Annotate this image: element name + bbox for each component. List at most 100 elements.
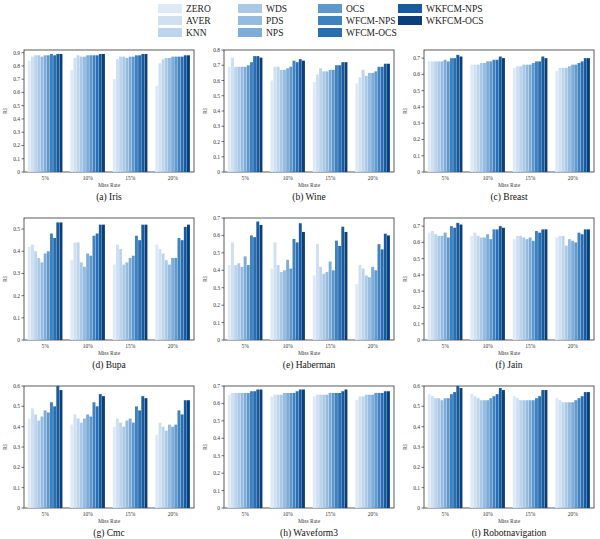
y-tick: [22, 467, 25, 468]
bar: [273, 242, 276, 340]
legend-label: NPS: [266, 28, 283, 38]
bar: [37, 258, 40, 340]
y-tick-label: 0.2: [213, 139, 220, 145]
bar: [387, 391, 390, 508]
bar: [440, 400, 443, 508]
y-tick-label: 0.3: [413, 444, 420, 450]
bar: [545, 58, 548, 172]
bar: [319, 395, 322, 508]
y-tick-label: 0.6: [413, 239, 420, 245]
y-tick: [222, 305, 225, 306]
bar: [31, 408, 34, 508]
bar: [538, 233, 541, 340]
legend-label: WFCM-NPS: [346, 16, 396, 26]
y-tick: [22, 105, 25, 106]
x-axis-label: Miss Rate: [298, 182, 321, 188]
bar: [37, 421, 40, 508]
bar: [322, 71, 325, 172]
bar: [102, 54, 105, 172]
bar: [338, 65, 341, 172]
bar: [519, 236, 522, 340]
legend-swatch: [158, 16, 182, 25]
bar: [145, 54, 148, 172]
bar: [283, 70, 286, 172]
bar: [313, 276, 316, 340]
y-tick: [22, 295, 25, 296]
y-tick-label: 0.4: [13, 424, 20, 430]
bar: [493, 60, 496, 172]
y-tick: [422, 307, 425, 308]
bar: [47, 412, 50, 508]
x-tick-label: 10%: [83, 343, 94, 349]
bar: [325, 272, 328, 340]
plot-frame: [424, 386, 594, 508]
bar: [450, 226, 453, 340]
bar: [277, 265, 280, 340]
y-tick: [422, 447, 425, 448]
bar: [513, 239, 516, 340]
y-tick-label: 0: [417, 169, 420, 175]
legend-swatch: [158, 4, 182, 13]
bar: [299, 59, 302, 172]
bar: [286, 68, 289, 172]
x-tick-label: 15%: [325, 511, 336, 517]
y-tick: [222, 80, 225, 81]
bar: [431, 61, 434, 172]
bar: [562, 68, 565, 172]
bar: [450, 58, 453, 172]
panel: 00.10.20.30.40.5RI5%10%15%20%Miss Rate(d…: [2, 218, 194, 371]
y-axis-label: RI: [2, 276, 8, 282]
bar: [280, 395, 283, 508]
bar: [434, 234, 437, 340]
bar: [387, 64, 390, 172]
bar: [240, 393, 243, 508]
bar: [174, 258, 177, 340]
bar: [529, 400, 532, 508]
y-tick-label: 0.6: [213, 232, 220, 238]
bar: [444, 233, 447, 340]
bars: [228, 221, 390, 340]
bar: [256, 389, 259, 508]
bar: [473, 233, 476, 340]
y-tick: [422, 406, 425, 407]
bar: [480, 63, 483, 172]
legend-label: PDS: [266, 16, 283, 26]
bar: [578, 398, 581, 508]
legend-label: WDS: [266, 4, 287, 14]
bar: [119, 57, 122, 172]
bar: [231, 242, 234, 340]
bar: [571, 241, 574, 340]
bar: [125, 262, 128, 340]
bar: [181, 414, 184, 508]
bar: [437, 236, 440, 340]
bar: [470, 236, 473, 340]
bar: [335, 65, 338, 172]
legend-label: ZERO: [186, 4, 211, 14]
x-tick-label: 15%: [125, 175, 136, 181]
x-tick-label: 10%: [483, 175, 494, 181]
y-tick: [222, 420, 225, 421]
legend-swatch: [318, 16, 342, 25]
bar: [384, 391, 387, 508]
y-tick-label: 0.4: [213, 435, 220, 441]
bar: [77, 242, 80, 340]
x-tick-label: 15%: [325, 343, 336, 349]
bar: [145, 225, 148, 340]
bar: [558, 68, 561, 172]
bar: [496, 229, 499, 340]
y-tick-label: 0.3: [13, 270, 20, 276]
bar: [453, 392, 456, 508]
bar: [102, 225, 105, 340]
bar: [96, 234, 99, 340]
bar: [574, 400, 577, 508]
bar: [70, 425, 73, 508]
bar: [335, 393, 338, 508]
y-tick: [422, 123, 425, 124]
bars: [28, 386, 190, 508]
y-tick-label: 0.5: [413, 88, 420, 94]
bar: [358, 396, 361, 508]
bar: [253, 391, 256, 508]
x-tick-label: 15%: [525, 175, 536, 181]
y-tick-label: 0.1: [213, 320, 220, 326]
bar: [565, 402, 568, 508]
